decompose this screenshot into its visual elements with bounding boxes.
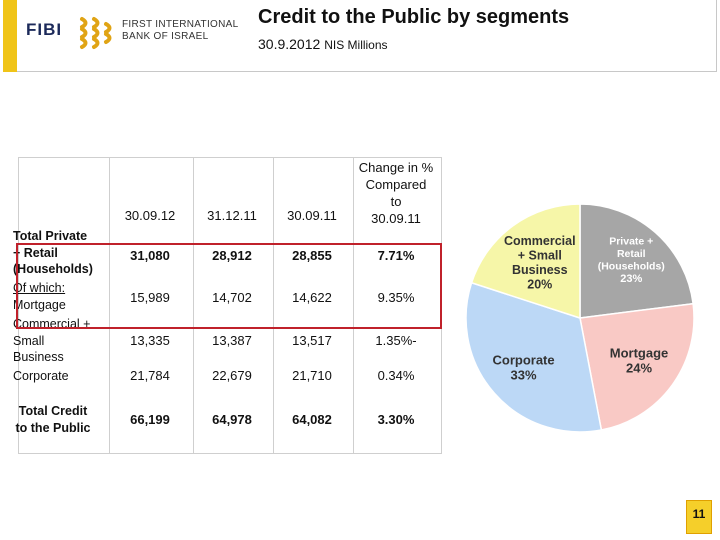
col-header-31-12-11: 31.12.11 xyxy=(207,208,257,223)
row-label-mortgage: Of which: Mortgage xyxy=(13,280,66,313)
table-cell: 3.30% xyxy=(377,412,415,427)
row-label-line: to the Public xyxy=(15,420,91,435)
row-label-line: Mortgage xyxy=(13,297,66,312)
col-header-30-09-11: 30.09.11 xyxy=(287,208,337,223)
table-divider xyxy=(353,158,354,453)
pie-slice-commercial-small-business xyxy=(470,203,581,320)
pie-slice-label: Business xyxy=(512,263,568,277)
row-label-line: Total Credit xyxy=(18,404,88,418)
accent-bar xyxy=(3,0,17,72)
table-cell: 13,517 xyxy=(292,333,332,348)
bank-name-line2: BANK OF ISRAEL xyxy=(122,31,209,42)
table-cell: 13,335 xyxy=(130,333,170,348)
pie-percent-label: 33% xyxy=(511,368,537,383)
row-label-line: (Households) xyxy=(13,262,93,276)
row-label-line: Small xyxy=(13,333,45,348)
row-label-line: Corporate xyxy=(13,369,69,383)
table-divider xyxy=(109,158,110,453)
highlight-box xyxy=(16,243,442,329)
slide-subtitle: 30.9.2012 NIS Millions xyxy=(258,36,388,52)
table-cell: 64,082 xyxy=(292,412,332,427)
pie-slice-corporate xyxy=(465,281,603,432)
pie-chart: Private +Retail(Households)23% Mortgage24… xyxy=(465,203,695,432)
slide-title: Credit to the Public by segments xyxy=(258,6,570,28)
table-cell: 1.35%- xyxy=(375,333,417,348)
table-cell: 0.34% xyxy=(377,368,415,383)
table-cell: 14,702 xyxy=(212,290,252,305)
row-label-line: + Retail xyxy=(13,245,58,260)
pie-slice-label: Commercial xyxy=(504,234,576,248)
table-cell: 9.35% xyxy=(377,290,415,305)
row-label-total-credit: Total Credit to the Public xyxy=(8,403,98,436)
page-number: 11 xyxy=(686,500,712,534)
row-label-line: Of which: xyxy=(13,281,66,295)
pie-percent-label: 23% xyxy=(620,273,642,285)
table-cell: 64,978 xyxy=(212,412,252,427)
bank-name: FIRST INTERNATIONAL BANK OF ISRAEL xyxy=(122,19,238,43)
bank-name-line1: FIRST INTERNATIONAL xyxy=(122,19,239,30)
row-label-line: Total Private xyxy=(13,229,88,243)
row-label-corporate: Corporate xyxy=(13,368,69,385)
pie-slice-label: Corporate xyxy=(492,353,554,368)
change-header-line: Compared xyxy=(365,177,427,192)
subtitle-date: 30.9.2012 xyxy=(258,36,321,52)
pie-slice-label: + Small xyxy=(518,249,562,263)
fibi-logo-icon xyxy=(80,17,112,49)
row-label-total-private: Total Private + Retail (Households) xyxy=(13,228,93,278)
table-cell: 15,989 xyxy=(130,290,170,305)
row-label-line: Business xyxy=(13,350,64,364)
table-cell: 66,199 xyxy=(130,412,170,427)
table-divider xyxy=(193,158,194,453)
table-cell: 14,622 xyxy=(292,290,332,305)
table-cell: 13,387 xyxy=(212,333,252,348)
table-cell: 21,784 xyxy=(130,368,170,383)
table-cell: 21,710 xyxy=(292,368,332,383)
subtitle-unit: NIS Millions xyxy=(324,38,388,52)
pie-slice-label: Mortgage xyxy=(610,346,669,361)
table-cell: 31,080 xyxy=(130,248,170,263)
col-header-30-09-12: 30.09.12 xyxy=(124,208,176,223)
pie-slice-private-retail-households- xyxy=(579,203,694,319)
table-cell: 22,679 xyxy=(212,368,252,383)
table-cell: 7.71% xyxy=(377,248,415,263)
change-header-line: 30.09.11 xyxy=(371,211,421,226)
change-header-line: to xyxy=(390,194,402,209)
table-divider xyxy=(273,158,274,453)
pie-percent-label: 24% xyxy=(626,361,652,376)
change-header-line: Change in % xyxy=(358,160,434,175)
brand-word: FIBI xyxy=(26,20,63,39)
pie-slice-label: Private + xyxy=(609,236,653,248)
col-header-change: Change in % Compared to 30.09.11 xyxy=(352,159,440,227)
pie-slice-mortgage xyxy=(579,302,695,431)
header-bar xyxy=(3,0,717,72)
table-cell: 28,912 xyxy=(212,248,252,263)
pie-slice-label: (Households) xyxy=(598,261,665,273)
table-cell: 28,855 xyxy=(292,248,332,263)
pie-slice-label: Retail xyxy=(617,248,646,260)
pie-percent-label: 20% xyxy=(527,278,552,292)
